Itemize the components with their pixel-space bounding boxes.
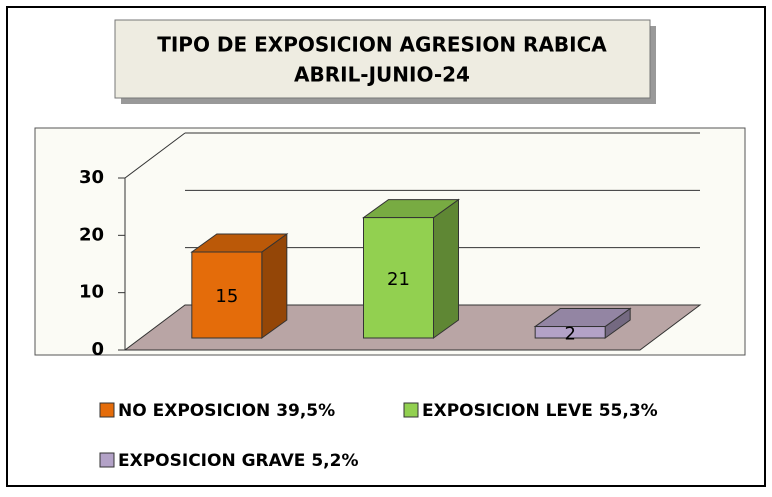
title-box (114, 19, 651, 99)
data-label: 15 (215, 286, 238, 307)
bar (363, 217, 434, 339)
y-tick-label: 10 (79, 282, 104, 303)
bar (191, 251, 263, 339)
legend-label: EXPOSICION LEVE 55,3% (422, 401, 658, 421)
y-tick-label: 30 (79, 167, 104, 188)
bar-side (433, 198, 459, 339)
legend-label: NO EXPOSICION 39,5% (118, 401, 335, 421)
legend-swatch (99, 452, 115, 468)
legend-label: EXPOSICION GRAVE 5,2% (118, 451, 358, 471)
chart-title: TIPO DE EXPOSICION AGRESION RABICA (157, 33, 607, 57)
bar (534, 326, 606, 339)
y-tick-label: 20 (79, 224, 104, 245)
data-label: 21 (387, 269, 410, 290)
chart-subtitle: ABRIL-JUNIO-24 (294, 63, 470, 87)
wall-edge (124, 132, 186, 179)
data-label: 2 (564, 323, 575, 344)
legend-swatch (99, 402, 115, 418)
legend-swatch (403, 402, 419, 418)
y-tick-label: 0 (91, 339, 104, 360)
